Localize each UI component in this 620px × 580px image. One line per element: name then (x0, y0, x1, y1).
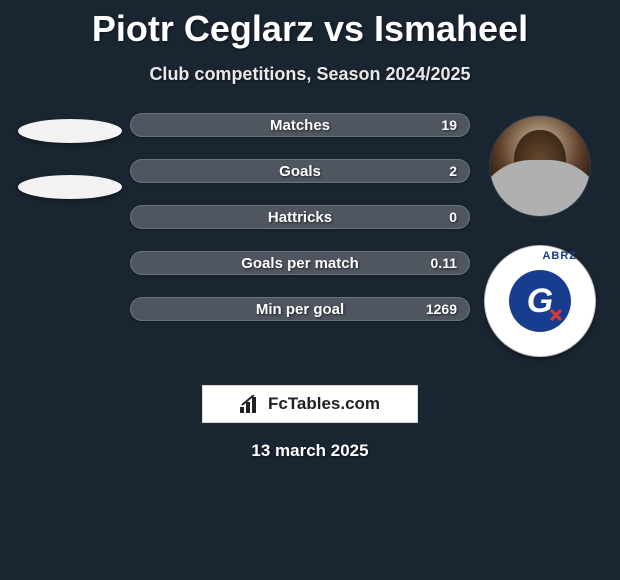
right-player-column: ABRZ G (470, 113, 610, 357)
stat-bar-matches: Matches 19 (130, 113, 470, 137)
stat-value: 0 (449, 209, 457, 225)
stat-value: 0.11 (431, 255, 457, 271)
club-ring-text: ABRZ (542, 250, 577, 262)
attribution-text: FcTables.com (268, 394, 380, 414)
stat-value: 2 (449, 163, 457, 179)
right-player-avatar (489, 115, 591, 217)
stat-value: 1269 (426, 301, 457, 317)
left-player-column (10, 113, 130, 199)
stat-bar-goals: Goals 2 (130, 159, 470, 183)
stat-label: Hattricks (268, 209, 332, 226)
stat-value: 19 (441, 117, 457, 133)
bars-icon (240, 395, 262, 413)
page-title: Piotr Ceglarz vs Ismaheel (0, 0, 620, 50)
attribution-badge: FcTables.com (202, 385, 418, 423)
stat-label: Goals per match (241, 255, 359, 272)
right-club-logo: ABRZ G (484, 245, 596, 357)
stat-bar-goals-per-match: Goals per match 0.11 (130, 251, 470, 275)
left-player-avatar-placeholder (18, 119, 122, 143)
comparison-row: Matches 19 Goals 2 Hattricks 0 Goals per… (0, 113, 620, 357)
left-club-logo-placeholder (18, 175, 122, 199)
stat-bar-hattricks: Hattricks 0 (130, 205, 470, 229)
page-subtitle: Club competitions, Season 2024/2025 (0, 64, 620, 85)
stat-label: Matches (270, 117, 330, 134)
stat-label: Goals (279, 163, 321, 180)
stat-bar-min-per-goal: Min per goal 1269 (130, 297, 470, 321)
club-badge: G (509, 270, 571, 332)
stat-bars: Matches 19 Goals 2 Hattricks 0 Goals per… (130, 113, 470, 321)
club-hammers-icon (549, 308, 563, 322)
date-text: 13 march 2025 (0, 441, 620, 461)
stat-label: Min per goal (256, 301, 344, 318)
